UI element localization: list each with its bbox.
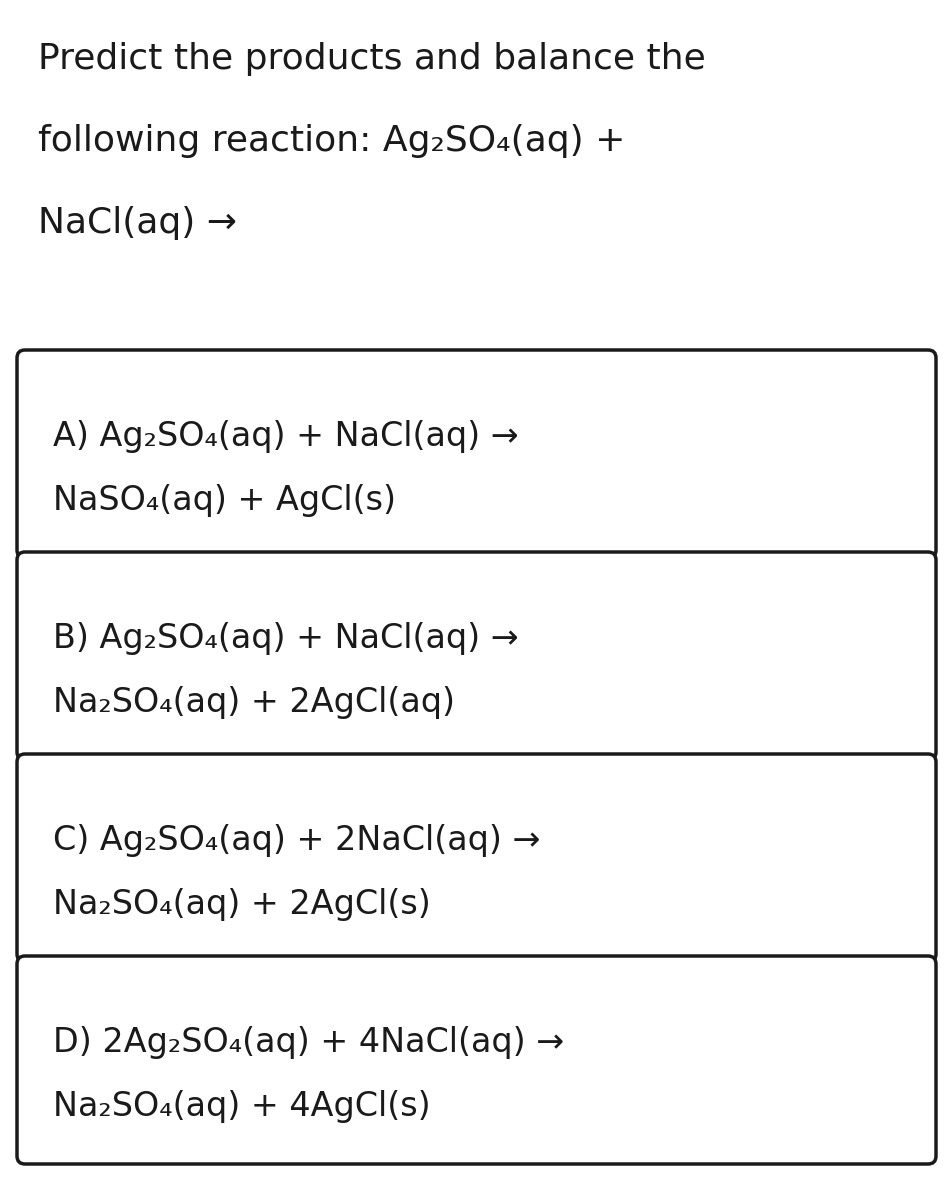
Text: Na₂SO₄(aq) + 2AgCl(s): Na₂SO₄(aq) + 2AgCl(s) (53, 888, 430, 922)
Text: NaSO₄(aq) + AgCl(s): NaSO₄(aq) + AgCl(s) (53, 484, 396, 517)
Text: C) Ag₂SO₄(aq) + 2NaCl(aq) →: C) Ag₂SO₄(aq) + 2NaCl(aq) → (53, 824, 540, 857)
Text: NaCl(aq) →: NaCl(aq) → (38, 206, 237, 240)
Text: A) Ag₂SO₄(aq) + NaCl(aq) →: A) Ag₂SO₄(aq) + NaCl(aq) → (53, 420, 518, 452)
FancyBboxPatch shape (17, 956, 935, 1164)
FancyBboxPatch shape (17, 754, 935, 962)
FancyBboxPatch shape (17, 552, 935, 760)
Text: B) Ag₂SO₄(aq) + NaCl(aq) →: B) Ag₂SO₄(aq) + NaCl(aq) → (53, 622, 518, 655)
Text: Na₂SO₄(aq) + 4AgCl(s): Na₂SO₄(aq) + 4AgCl(s) (53, 1090, 430, 1123)
Text: following reaction: Ag₂SO₄(aq) +: following reaction: Ag₂SO₄(aq) + (38, 124, 625, 158)
Text: Predict the products and balance the: Predict the products and balance the (38, 42, 705, 76)
Text: Na₂SO₄(aq) + 2AgCl(aq): Na₂SO₄(aq) + 2AgCl(aq) (53, 686, 454, 719)
FancyBboxPatch shape (17, 350, 935, 558)
Text: D) 2Ag₂SO₄(aq) + 4NaCl(aq) →: D) 2Ag₂SO₄(aq) + 4NaCl(aq) → (53, 1026, 564, 1058)
